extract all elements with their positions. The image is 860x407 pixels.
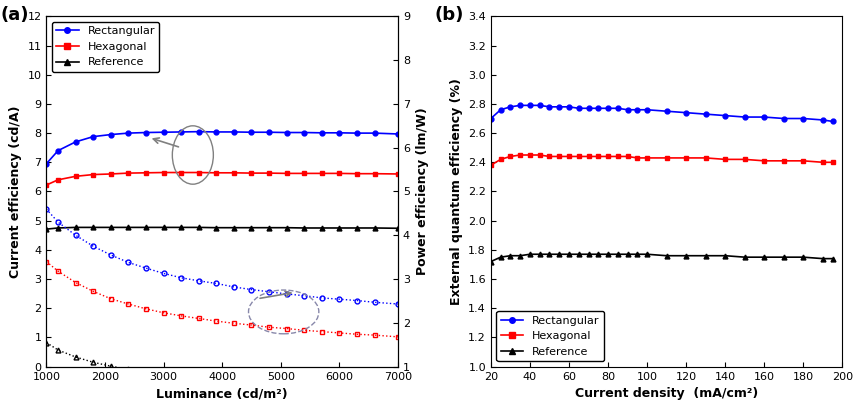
Y-axis label: Power efficiency (lm/W): Power efficiency (lm/W) bbox=[415, 107, 428, 276]
X-axis label: Current density  (mA/cm²): Current density (mA/cm²) bbox=[575, 387, 759, 400]
Legend: Rectangular, Hexagonal, Reference: Rectangular, Hexagonal, Reference bbox=[52, 22, 159, 72]
Y-axis label: Current efficiency (cd/A): Current efficiency (cd/A) bbox=[9, 105, 22, 278]
Legend: Rectangular, Hexagonal, Reference: Rectangular, Hexagonal, Reference bbox=[496, 311, 604, 361]
Text: (b): (b) bbox=[434, 6, 464, 24]
Y-axis label: External quantum efficiency (%): External quantum efficiency (%) bbox=[450, 78, 463, 305]
Text: (a): (a) bbox=[1, 6, 29, 24]
X-axis label: Luminance (cd/m²): Luminance (cd/m²) bbox=[157, 387, 288, 400]
